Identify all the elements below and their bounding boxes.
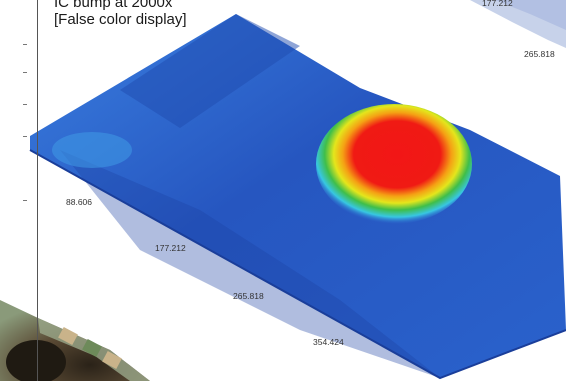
- adjacent-photo-fragment: [0, 300, 150, 384]
- tick-label-top: 177.212: [482, 0, 513, 8]
- caption-subtitle: [False color display]: [54, 11, 187, 28]
- caption-title: IC bump at 2000x: [54, 0, 173, 11]
- tick-mark: [23, 200, 27, 201]
- divider-line: [37, 0, 38, 381]
- tick-mark: [23, 72, 27, 73]
- image-caption: IC bump at 2000x [False color display]: [54, 0, 187, 28]
- tick-label: 177.212: [155, 243, 186, 253]
- tick-mark: [23, 104, 27, 105]
- tick-label: 88.606: [66, 197, 92, 207]
- surface-map: [29, 14, 566, 380]
- tick-mark: [23, 44, 27, 45]
- tick-label-top-right: 265.818: [524, 49, 555, 59]
- ic-bump: [316, 104, 472, 224]
- tick-label: 265.818: [233, 291, 264, 301]
- tick-label: 354.424: [313, 337, 344, 347]
- tick-mark: [23, 136, 27, 137]
